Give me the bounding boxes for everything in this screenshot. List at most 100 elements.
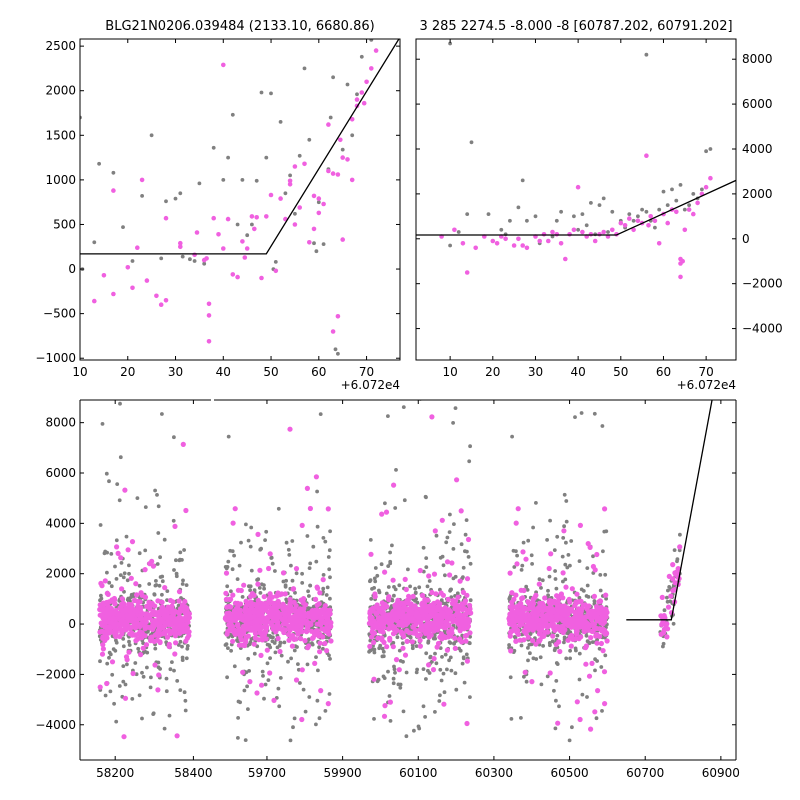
gray-data-point <box>526 646 530 650</box>
pink-data-point <box>150 624 156 631</box>
pink-data-point <box>235 600 241 607</box>
pink-data-point <box>603 610 609 616</box>
pink-data-point <box>152 662 158 668</box>
gray-data-point <box>246 656 251 661</box>
gray-data-point <box>600 709 604 713</box>
gray-data-point <box>388 719 393 723</box>
pink-data-point <box>297 205 303 210</box>
gray-data-point <box>392 593 396 598</box>
gray-data-point <box>423 715 427 719</box>
pink-data-point <box>520 243 525 248</box>
pink-data-point <box>364 79 369 85</box>
pink-data-point <box>462 633 468 639</box>
x-tick-label: 10 <box>442 365 457 379</box>
gray-data-point <box>593 668 597 673</box>
pink-data-point <box>228 596 234 602</box>
pink-data-point <box>173 622 180 628</box>
pink-data-point <box>381 611 387 618</box>
pink-data-point <box>240 669 246 675</box>
gray-data-point <box>250 222 254 227</box>
gray-data-point <box>288 173 292 178</box>
gray-data-point <box>136 646 141 651</box>
pink-data-point <box>574 591 580 597</box>
pink-data-point <box>516 236 521 242</box>
pink-data-point <box>304 485 310 491</box>
pink-data-point <box>537 238 542 244</box>
pink-data-point <box>532 607 538 613</box>
gray-data-point <box>448 655 453 660</box>
gray-data-point <box>314 559 319 564</box>
pink-data-point <box>592 567 598 573</box>
gray-data-point <box>185 644 190 648</box>
gray-data-point <box>262 696 266 701</box>
gray-data-point <box>499 227 504 232</box>
gray-data-point <box>302 66 307 71</box>
gray-data-point <box>386 585 391 589</box>
gray-data-point <box>398 659 403 663</box>
pink-data-point <box>631 227 636 233</box>
gray-data-point <box>563 562 568 567</box>
pink-data-point <box>251 609 257 615</box>
pink-data-point <box>299 667 305 673</box>
gray-data-point <box>149 133 154 138</box>
gray-data-point <box>180 655 185 660</box>
gray-data-point <box>323 709 328 713</box>
gray-data-point <box>262 583 266 587</box>
pink-data-point <box>178 240 183 246</box>
gray-data-point <box>135 496 140 500</box>
pink-data-point <box>313 628 319 634</box>
pink-data-point <box>147 561 153 567</box>
gray-data-point <box>486 212 491 217</box>
gray-data-point <box>561 536 566 540</box>
pink-data-point <box>264 647 270 653</box>
gray-data-point <box>311 544 316 549</box>
gray-data-point <box>248 367 252 371</box>
gray-data-point <box>158 575 163 579</box>
gray-data-point <box>321 536 326 540</box>
pink-data-point <box>543 612 549 619</box>
pink-data-point <box>135 598 141 605</box>
gray-data-point <box>262 586 266 591</box>
gray-data-point <box>526 538 531 543</box>
pink-data-point <box>318 618 324 624</box>
pink-data-point <box>387 635 393 641</box>
pink-data-point <box>316 633 322 639</box>
pink-data-point <box>113 633 119 640</box>
plot-area <box>80 39 400 356</box>
gray-data-point <box>133 661 138 665</box>
gray-data-point <box>121 679 126 684</box>
pink-data-point <box>133 638 139 644</box>
pink-data-point <box>134 592 140 598</box>
gray-data-point <box>165 598 169 602</box>
pink-data-point <box>708 175 713 181</box>
pink-data-point <box>514 628 520 634</box>
gray-data-point <box>559 209 563 214</box>
gray-data-point <box>180 254 185 259</box>
gray-data-point <box>671 621 676 626</box>
pink-data-point <box>288 599 294 605</box>
pink-data-point <box>375 605 381 612</box>
pink-data-point <box>443 621 450 627</box>
pink-data-point <box>524 245 530 251</box>
gray-data-point <box>522 674 526 679</box>
gray-data-point <box>433 710 437 714</box>
pink-data-point <box>103 629 109 635</box>
gray-data-point <box>277 704 282 709</box>
pink-data-point <box>158 302 164 308</box>
gray-data-point <box>270 561 275 566</box>
gray-data-point <box>315 698 320 703</box>
gray-data-point <box>197 181 202 186</box>
pink-data-point <box>359 90 365 95</box>
gray-data-point <box>288 738 293 743</box>
gray-data-point <box>127 571 131 576</box>
pink-data-point <box>456 604 462 610</box>
gray-data-point <box>397 583 402 588</box>
pink-data-point <box>408 601 414 607</box>
pink-data-point <box>349 117 355 122</box>
gray-data-point <box>155 493 159 497</box>
pink-data-point <box>537 605 543 611</box>
pink-data-point <box>254 690 260 696</box>
pink-data-point <box>691 211 696 217</box>
pink-data-point <box>417 637 423 643</box>
pink-data-point <box>461 619 467 625</box>
